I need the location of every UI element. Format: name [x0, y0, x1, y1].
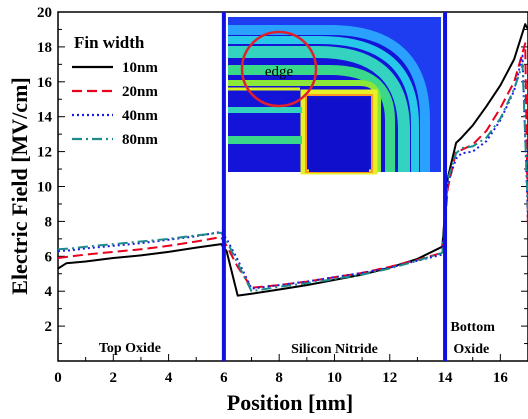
legend-label: 20nm — [122, 84, 158, 100]
legend-label: 10nm — [122, 60, 158, 76]
series-line-10nm — [58, 23, 528, 297]
region-label: Oxide — [453, 342, 489, 357]
x-tick-label: 2 — [110, 370, 118, 386]
x-tick-labels: 0 2 4 6 8 10 12 14 16 — [54, 370, 508, 386]
region-boundaries — [221, 12, 448, 361]
legend-label: 40nm — [122, 108, 158, 124]
inset-field-map: edge — [228, 17, 441, 175]
y-tick-label: 8 — [45, 214, 53, 230]
series-line-40nm — [58, 54, 528, 290]
y-tick-label: 2 — [45, 319, 53, 335]
region-label: Silicon Nitride — [291, 342, 378, 357]
y-tick-label: 6 — [45, 249, 53, 265]
y-axis-title: Electric Field [MV/cm] — [7, 77, 32, 294]
y-tick-label: 4 — [45, 284, 53, 300]
y-tick-label: 18 — [37, 40, 52, 56]
region-label: Bottom — [451, 320, 496, 335]
x-tick-label: 14 — [438, 370, 454, 386]
series-line-20nm — [58, 42, 528, 289]
series-layer — [58, 23, 528, 297]
y-tick-label: 12 — [37, 145, 52, 161]
x-tick-label: 10 — [327, 370, 342, 386]
x-tick-label: 16 — [493, 370, 509, 386]
x-axis-title: Position [nm] — [227, 390, 354, 415]
y-tick-label: 20 — [37, 5, 52, 21]
edge-circle — [240, 30, 318, 108]
x-tick-label: 6 — [220, 370, 228, 386]
y-tick-label: 14 — [37, 110, 53, 126]
y-tick-labels: 2 4 6 8 10 12 14 16 18 20 — [37, 5, 53, 335]
region-labels: Top Oxide Silicon Nitride Bottom Oxide — [99, 320, 495, 357]
x-tick-label: 8 — [275, 370, 283, 386]
region-label: Top Oxide — [99, 341, 161, 356]
y-tick-label: 10 — [37, 180, 52, 196]
series-line-80nm — [58, 63, 528, 293]
legend-title: Fin width — [74, 33, 145, 52]
axis-ticks — [57, 11, 528, 362]
edge-label: edge — [265, 64, 294, 80]
y-tick-label: 16 — [37, 75, 53, 91]
x-tick-label: 4 — [165, 370, 173, 386]
legend-label: 80nm — [122, 132, 158, 148]
legend: Fin width 10nm 20nm 40nm 80nm — [72, 33, 158, 148]
x-tick-label: 0 — [54, 370, 62, 386]
x-tick-label: 12 — [382, 370, 397, 386]
